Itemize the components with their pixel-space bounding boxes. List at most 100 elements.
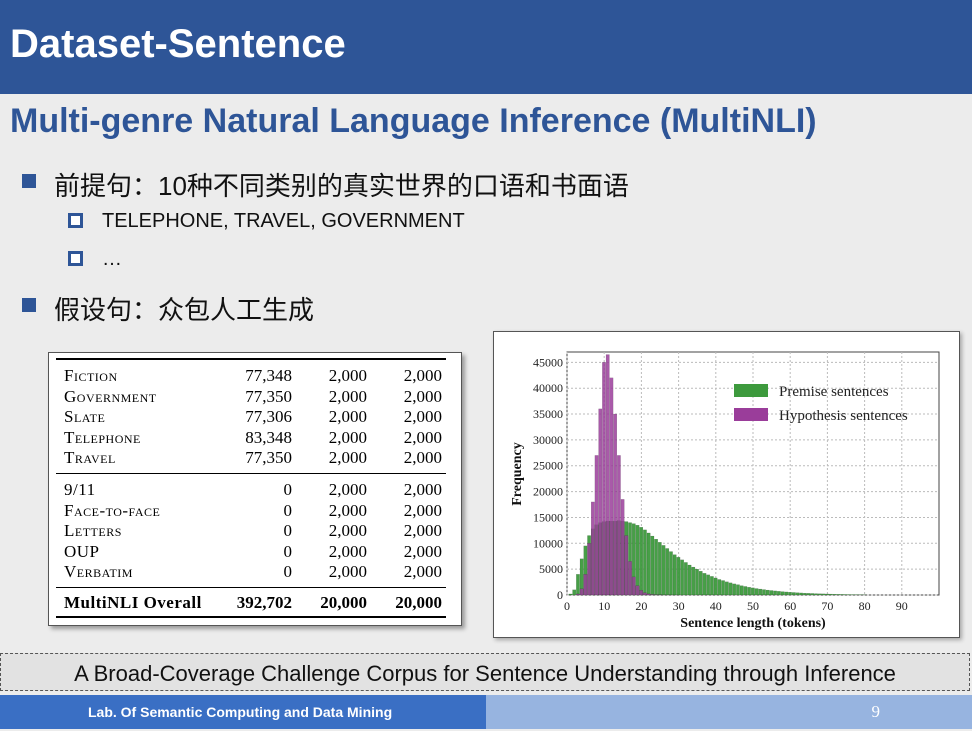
bar-hypothesis — [624, 535, 629, 596]
bar-hypothesis — [617, 455, 621, 596]
bar-premise — [710, 576, 714, 596]
bar-premise — [568, 593, 573, 596]
table-row: Verbatim 0 2,000 2,000 — [49, 562, 461, 582]
bar-premise — [684, 562, 688, 596]
sub-bullet-genres: TELEPHONE, TRAVEL, GOVERNMENT — [68, 210, 568, 236]
bar-premise — [773, 590, 777, 596]
dev-count: 2,000 — [328, 562, 367, 581]
bar-premise — [695, 568, 699, 596]
y-tick-label: 25000 — [533, 459, 563, 473]
x-tick-label: 70 — [821, 599, 833, 613]
bar-premise — [843, 594, 848, 596]
train-count: 77,350 — [245, 448, 292, 467]
train-count: 77,306 — [245, 407, 292, 426]
bar-premise — [806, 593, 811, 596]
footer-left: Lab. Of Semantic Computing and Data Mini… — [0, 695, 486, 729]
bullet-square-icon — [22, 174, 36, 188]
genre-name: Slate — [64, 407, 106, 426]
table-row: Fiction 77,348 2,000 2,000 — [49, 366, 461, 386]
table-row: Telephone 83,348 2,000 2,000 — [49, 428, 461, 448]
bullet-hypothesis-text: 假设句：众包人工生成 — [54, 295, 315, 325]
bar-hypothesis — [583, 574, 588, 596]
dev-count: 2,000 — [328, 386, 367, 406]
dev-count: 2,000 — [328, 366, 367, 385]
train-count: 0 — [283, 562, 293, 581]
slide-title: Dataset-Sentence — [10, 22, 346, 66]
table-row: Slate 77,306 2,000 2,000 — [49, 407, 461, 427]
test-count: 2,000 — [403, 366, 442, 385]
bar-hypothesis — [576, 593, 580, 596]
bullet-hypothesis: 假设句：众包人工生成 — [22, 290, 522, 325]
bar-hypothesis — [594, 455, 599, 596]
y-tick-label: 15000 — [533, 510, 563, 524]
genre-name: Face-to-face — [64, 500, 161, 520]
genre-name: Telephone — [64, 427, 141, 447]
bar-premise — [646, 532, 651, 596]
test-count: 2,000 — [403, 407, 442, 426]
train-count: 77,350 — [245, 386, 292, 406]
bar-premise — [825, 593, 830, 596]
test-count: 2,000 — [403, 427, 442, 447]
bar-premise — [777, 591, 781, 596]
y-tick-label: 40000 — [533, 381, 563, 395]
bar-premise — [732, 583, 737, 596]
table-row: Face-to-face 0 2,000 2,000 — [49, 501, 461, 521]
dev-count: 20,000 — [320, 593, 367, 612]
table-bottom-rule — [56, 616, 446, 618]
bar-premise — [836, 594, 841, 596]
x-tick-label: 0 — [564, 599, 570, 613]
bar-premise — [780, 591, 785, 596]
legend-swatch-hypothesis — [734, 408, 768, 421]
legend-swatch-premise — [734, 384, 768, 397]
test-count: 2,000 — [403, 562, 442, 581]
train-count: 0 — [283, 521, 293, 540]
x-tick-label: 40 — [710, 599, 722, 613]
bar-premise — [769, 590, 774, 596]
sub-bullet-ellipsis-text: … — [102, 248, 122, 270]
slide-subtitle: Multi-genre Natural Language Inference (… — [10, 102, 817, 140]
test-count: 2,000 — [403, 386, 442, 406]
bar-premise — [821, 593, 826, 596]
bar-hypothesis — [602, 362, 606, 596]
bar-premise — [713, 577, 718, 596]
bar-hypothesis — [591, 501, 595, 596]
bar-hypothesis — [587, 543, 591, 596]
bar-premise — [635, 525, 640, 596]
bar-premise — [680, 559, 684, 596]
genre-name: Fiction — [64, 366, 118, 385]
y-tick-label: 10000 — [533, 536, 563, 550]
bar-premise — [803, 592, 807, 596]
genre-name: Letters — [64, 521, 122, 540]
x-tick-label: 20 — [635, 599, 647, 613]
bar-hypothesis — [646, 593, 651, 596]
y-tick-label: 35000 — [533, 407, 563, 421]
bar-hypothesis — [631, 576, 636, 596]
bar-hypothesis — [605, 354, 610, 596]
bar-premise — [661, 545, 666, 596]
test-count: 2,000 — [403, 521, 442, 540]
y-axis-label: Frequency — [510, 442, 525, 506]
train-count: 77,348 — [245, 366, 292, 385]
bar-premise — [832, 594, 837, 596]
bar-hypothesis — [639, 590, 644, 596]
paper-reference: A Broad-Coverage Challenge Corpus for Se… — [74, 661, 896, 686]
x-axis-label: Sentence length (tokens) — [680, 616, 826, 631]
table-row: Government 77,350 2,000 2,000 — [49, 387, 461, 407]
dev-count: 2,000 — [328, 521, 367, 540]
bar-premise — [788, 592, 792, 596]
x-tick-label: 60 — [784, 599, 796, 613]
bar-premise — [657, 542, 662, 596]
x-tick-label: 10 — [598, 599, 610, 613]
bar-premise — [829, 593, 833, 596]
sub-bullet-genres-text: TELEPHONE, TRAVEL, GOVERNMENT — [102, 210, 465, 232]
table-mid-rule — [56, 473, 446, 474]
bar-premise — [721, 580, 725, 596]
bar-premise — [765, 589, 770, 596]
test-count: 2,000 — [403, 541, 442, 561]
bar-premise — [717, 579, 722, 596]
bullet-square-icon — [22, 298, 36, 312]
table-row: OUP 0 2,000 2,000 — [49, 542, 461, 562]
train-count: 0 — [283, 480, 293, 499]
histogram-svg: 0 5000 10000 15000 20000 25000 30000 35000 40000… — [510, 351, 940, 631]
dev-count: 2,000 — [328, 541, 367, 561]
